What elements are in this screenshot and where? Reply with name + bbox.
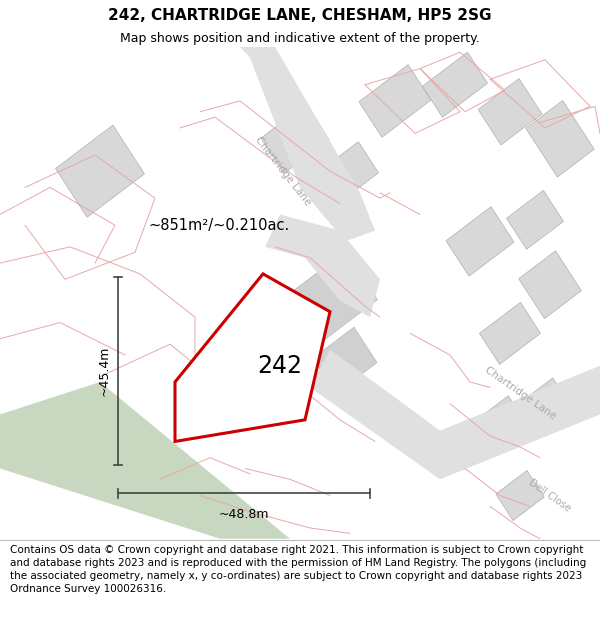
Text: ~48.8m: ~48.8m [219, 509, 269, 521]
Bar [518, 251, 581, 319]
Bar [359, 64, 431, 138]
Text: 242, CHARTRIDGE LANE, CHESHAM, HP5 2SG: 242, CHARTRIDGE LANE, CHESHAM, HP5 2SG [108, 8, 492, 23]
Bar [478, 79, 542, 145]
Bar [446, 207, 514, 276]
Polygon shape [240, 47, 375, 241]
Bar [313, 327, 377, 394]
Bar [293, 251, 377, 340]
Bar [520, 378, 570, 429]
Bar [526, 101, 594, 177]
Bar [496, 471, 544, 521]
Text: 242: 242 [257, 354, 302, 377]
Polygon shape [310, 349, 600, 479]
Text: ~851m²/~0.210ac.: ~851m²/~0.210ac. [148, 217, 289, 232]
Text: ~45.4m: ~45.4m [98, 346, 111, 396]
Bar [506, 191, 563, 249]
Text: Chartridge Lane: Chartridge Lane [253, 135, 313, 208]
Text: Dell Close: Dell Close [527, 478, 573, 514]
Bar [261, 104, 329, 174]
Bar [56, 125, 145, 217]
Bar [479, 302, 541, 364]
Text: Contains OS data © Crown copyright and database right 2021. This information is : Contains OS data © Crown copyright and d… [10, 545, 586, 594]
Polygon shape [265, 214, 380, 317]
Bar [472, 396, 529, 455]
Polygon shape [0, 382, 290, 539]
Text: Map shows position and indicative extent of the property.: Map shows position and indicative extent… [120, 32, 480, 45]
Bar [422, 52, 488, 118]
Polygon shape [175, 274, 330, 441]
Bar [322, 142, 379, 201]
Text: Chartridge Lane: Chartridge Lane [482, 364, 557, 421]
